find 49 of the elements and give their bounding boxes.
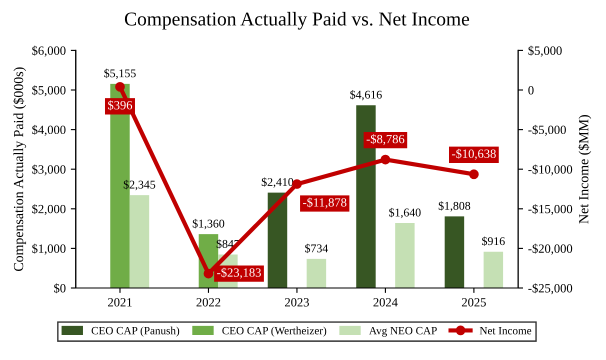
x-tick-label: 2022 <box>196 298 220 307</box>
legend-label: Net Income <box>480 327 532 334</box>
y2-tick-label: -$15,000 <box>528 204 572 216</box>
y-tick-label: $2,000 <box>32 204 66 216</box>
data-label: -$11,878 <box>303 197 346 208</box>
y2-axis-title: Net Income ($MM) <box>578 115 592 224</box>
data-label: $1,808 <box>438 201 470 212</box>
bar <box>306 258 326 288</box>
data-label: $2,410 <box>262 177 294 188</box>
data-label: $5,155 <box>104 68 136 79</box>
y-tick-label: $5,000 <box>32 85 66 96</box>
legend-label: CEO CAP (Panush) <box>92 326 180 337</box>
data-label: $1,360 <box>192 218 224 230</box>
data-label: -$8,786 <box>366 134 404 146</box>
y2-tick-label: 0 <box>528 86 534 94</box>
y-tick-label: $1,000 <box>32 244 66 255</box>
data-label: -$23,183 <box>217 268 261 279</box>
y-tick-label: $6,000 <box>32 46 66 57</box>
bar <box>395 223 415 288</box>
x-tick-label: 2024 <box>373 298 398 307</box>
data-label: $1,640 <box>389 208 421 218</box>
x-tick-label: 2023 <box>284 298 309 307</box>
point <box>380 154 390 164</box>
data-label: $396 <box>108 100 132 110</box>
data-label: $4,616 <box>350 90 382 100</box>
y2-tick-label: -$10,000 <box>528 164 572 176</box>
legend-label: Avg NEO CAP <box>369 326 437 337</box>
y-tick-label: $4,000 <box>32 124 66 136</box>
bar <box>268 192 288 288</box>
y2-tick-label: -$20,000 <box>528 244 572 255</box>
y2-tick-label: -$25,000 <box>528 283 572 294</box>
y2-tick-label: $5,000 <box>528 46 562 57</box>
data-label: $916 <box>482 236 505 246</box>
bar <box>484 252 504 288</box>
y-axis-title: Compensation Actually Paid ($000s) <box>13 67 26 272</box>
x-tick-label: 2021 <box>108 298 132 307</box>
point <box>115 82 125 92</box>
x-tick-label: 2025 <box>462 298 486 307</box>
legend-label: CEO CAP (Wertheizer) <box>222 326 326 337</box>
chart-title: Compensation Actually Paid vs. Net Income <box>124 12 470 30</box>
point <box>204 268 214 278</box>
bar <box>130 195 150 288</box>
point <box>469 169 479 180</box>
y2-tick-label: -$5,000 <box>528 124 566 136</box>
data-label: -$10,638 <box>452 148 496 160</box>
y-tick-label: $0 <box>54 283 66 294</box>
bar <box>444 216 464 288</box>
y-tick-label: $3,000 <box>32 164 66 176</box>
data-label: $734 <box>305 244 328 254</box>
